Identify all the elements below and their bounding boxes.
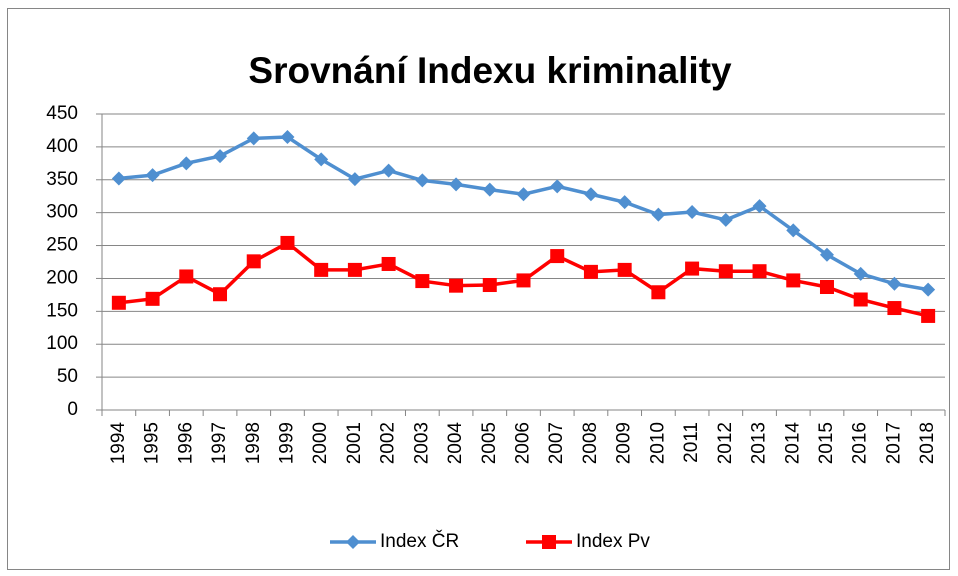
point <box>314 262 329 277</box>
y-tick-label: 0 <box>67 399 78 420</box>
point <box>617 195 632 210</box>
point <box>280 235 295 250</box>
point <box>381 163 396 178</box>
point <box>482 182 497 197</box>
x-tick-label: 2000 <box>310 422 331 464</box>
point <box>314 152 329 167</box>
point <box>786 273 801 288</box>
point <box>550 249 565 264</box>
chart-border <box>7 8 950 570</box>
x-tick-label: 2016 <box>850 422 871 464</box>
x-tick-label: 2006 <box>513 422 534 464</box>
point <box>347 172 362 187</box>
y-tick-label: 150 <box>46 300 78 321</box>
point <box>482 278 497 293</box>
x-tick-label: 2012 <box>715 422 736 464</box>
point <box>415 274 430 289</box>
point <box>145 291 160 306</box>
y-tick-label: 50 <box>57 366 78 387</box>
point <box>853 292 868 307</box>
point <box>752 199 767 214</box>
point <box>347 262 362 277</box>
point <box>685 261 700 276</box>
point <box>651 207 666 222</box>
legend-marker <box>542 535 556 549</box>
x-tick-label: 2004 <box>445 422 466 465</box>
point <box>718 212 733 227</box>
point <box>213 287 228 302</box>
y-tick-label: 250 <box>46 235 78 256</box>
x-tick-label: 2007 <box>546 422 567 464</box>
point <box>516 273 531 288</box>
point <box>685 205 700 220</box>
legend-marker <box>346 535 360 549</box>
point <box>449 177 464 192</box>
point <box>887 276 902 291</box>
x-tick-label: 2008 <box>580 422 601 464</box>
x-tick-label: 2017 <box>883 422 904 464</box>
legend-item: Index ČR <box>330 530 459 552</box>
x-tick-label: 2015 <box>816 422 837 464</box>
point <box>449 278 464 293</box>
point <box>819 279 834 294</box>
point <box>752 264 767 279</box>
x-tick-label: 2010 <box>647 422 668 464</box>
legend-label: Index Pv <box>576 531 650 552</box>
x-tick-label: 2002 <box>378 422 399 464</box>
y-tick-label: 100 <box>46 333 78 354</box>
y-tick-label: 300 <box>46 202 78 223</box>
point <box>550 179 565 194</box>
point <box>179 269 194 284</box>
point <box>583 187 598 202</box>
x-tick-label: 1997 <box>209 422 230 464</box>
legend-item: Index Pv <box>526 531 650 552</box>
point <box>246 254 261 269</box>
point <box>179 156 194 171</box>
x-tick-label: 2011 <box>681 422 702 463</box>
x-tick-label: 2013 <box>749 422 770 464</box>
point <box>381 256 396 271</box>
point <box>718 264 733 279</box>
x-tick-label: 2014 <box>782 422 803 465</box>
x-tick-label: 1996 <box>175 422 196 464</box>
x-tick-label: 2018 <box>917 422 938 464</box>
point <box>583 264 598 279</box>
point <box>213 149 228 164</box>
x-tick-label: 2005 <box>479 422 500 464</box>
point <box>246 131 261 146</box>
point <box>516 187 531 202</box>
point <box>921 308 936 323</box>
x-tick-label: 2001 <box>344 422 365 464</box>
point <box>819 247 834 262</box>
y-tick-label: 400 <box>46 136 78 157</box>
x-tick-label: 2003 <box>411 422 432 464</box>
point <box>921 282 936 297</box>
point <box>415 173 430 188</box>
point <box>111 295 126 310</box>
point <box>617 262 632 277</box>
x-tick-label: 2009 <box>614 422 635 464</box>
point <box>651 285 666 300</box>
point <box>280 130 295 145</box>
x-tick-label: 1994 <box>108 422 129 465</box>
x-tick-label: 1995 <box>142 422 163 464</box>
y-tick-label: 350 <box>46 169 78 190</box>
point <box>111 171 126 186</box>
legend-label: Index ČR <box>380 530 459 552</box>
point <box>145 168 160 183</box>
chart-title: Srovnání Indexu kriminality <box>248 50 732 91</box>
point <box>887 301 902 316</box>
x-tick-label: 1998 <box>243 422 264 464</box>
y-tick-label: 200 <box>46 267 78 288</box>
point <box>786 223 801 238</box>
point <box>853 266 868 281</box>
x-tick-label: 1999 <box>276 422 297 464</box>
y-tick-label: 450 <box>46 103 78 124</box>
